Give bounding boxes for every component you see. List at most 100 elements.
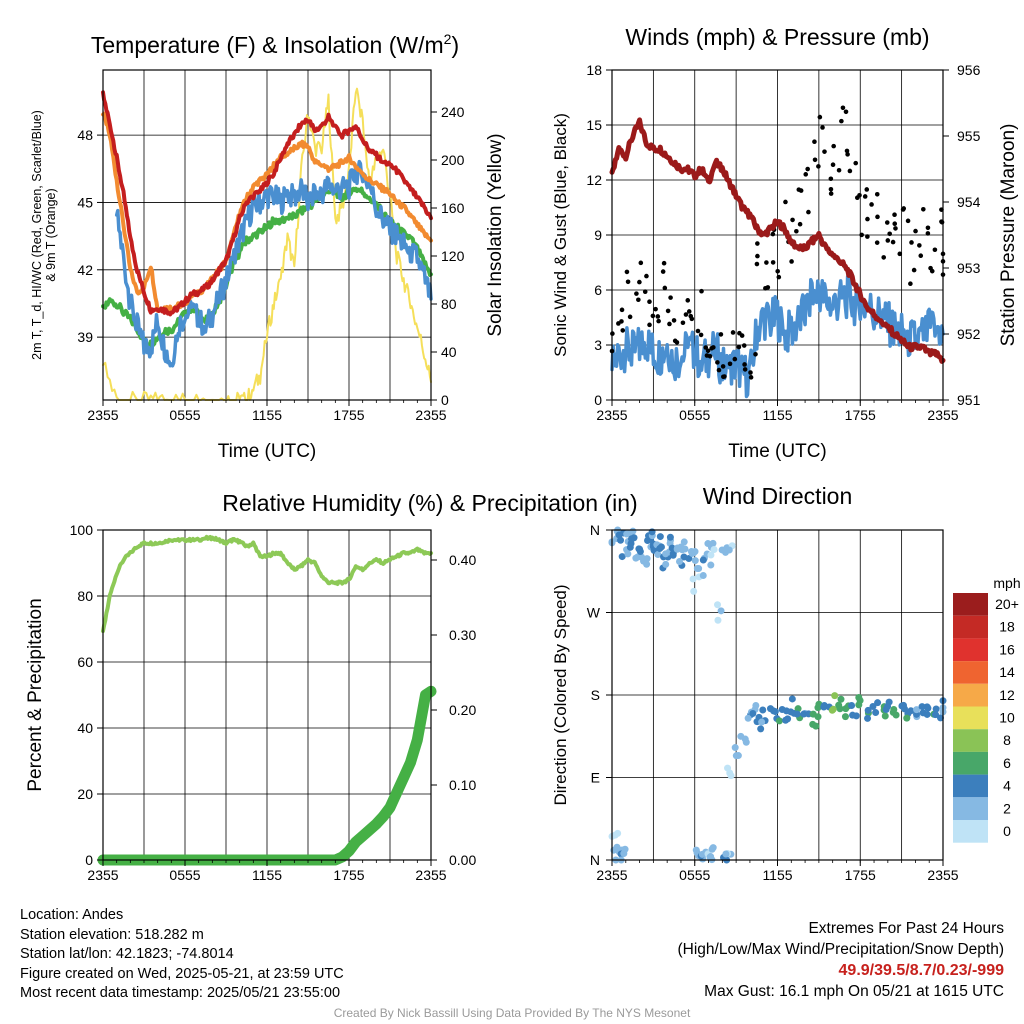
gust-point	[705, 348, 711, 354]
direction-point	[709, 539, 717, 547]
direction-point	[680, 538, 688, 546]
y2-tick-label: 0.20	[449, 702, 476, 718]
direction-point	[717, 607, 725, 615]
direction-point	[820, 701, 828, 709]
y2-axis-label-text: Solar Insolation (Yellow)	[485, 133, 506, 336]
direction-point	[725, 546, 733, 554]
gust-point	[770, 260, 776, 265]
gust-point	[741, 343, 747, 348]
direction-point	[752, 702, 760, 710]
direction-point	[749, 709, 757, 717]
chart-panel-2: 2355 0555 1155 1755 2355 Time (UTC) 0 3 6 9 12 15 18…	[551, 24, 1019, 462]
gust-point	[845, 152, 850, 157]
direction-point	[831, 692, 839, 700]
gust-point	[805, 166, 810, 172]
gust-point	[661, 260, 667, 266]
direction-point	[722, 850, 730, 858]
y2-tick-label: 0.30	[449, 627, 476, 643]
direction-point	[767, 705, 775, 713]
gust-point	[720, 364, 726, 369]
direction-point	[681, 545, 689, 553]
gust-point	[887, 231, 892, 237]
gust-point	[918, 253, 924, 259]
gust-point	[865, 234, 870, 239]
gust-point	[897, 251, 903, 257]
direction-point	[814, 704, 822, 712]
y2-axis-label: Station Pressure (Maroon)	[998, 124, 1019, 347]
direction-point	[814, 713, 822, 721]
gust-point	[828, 191, 834, 196]
gust-point	[653, 306, 658, 312]
direction-point	[691, 557, 699, 565]
gust-point	[627, 314, 633, 320]
gust-point	[828, 176, 834, 182]
direction-point	[931, 711, 939, 719]
gust-point	[775, 269, 780, 274]
y-axis-label: 2m T, T_d, HI/WC (Red, Green, Scarlet/Bl…	[30, 110, 58, 360]
colorbar-swatch	[953, 615, 988, 639]
gust-point	[703, 345, 709, 350]
colorbar-label: 12	[999, 687, 1015, 703]
gust-point	[668, 295, 673, 300]
direction-point	[731, 744, 739, 752]
max-gust: Max Gust: 16.1 mph On 05/21 at 1615 UTC	[704, 983, 1004, 1000]
direction-point	[744, 714, 752, 722]
direction-point	[775, 717, 783, 725]
gust-point	[634, 291, 639, 296]
y-tick-label: E	[591, 770, 600, 786]
gust-point	[656, 318, 661, 324]
gust-point	[763, 285, 768, 291]
y-tick-label: 60	[77, 654, 93, 670]
colorbar-swatch	[953, 661, 988, 684]
gust-point	[869, 202, 874, 207]
colorbar-label: 8	[1003, 732, 1011, 748]
y2-tick-label: 955	[957, 128, 981, 144]
x-tick-label: 2355	[87, 867, 118, 883]
wind-chill-line	[114, 159, 433, 368]
y-tick-label: 6	[594, 282, 602, 298]
y-tick-label: 40	[77, 720, 93, 736]
direction-point	[629, 527, 637, 535]
direction-point	[699, 572, 707, 580]
gust-point	[865, 216, 870, 222]
gust-point	[783, 199, 788, 205]
gust-point	[929, 268, 935, 274]
x-tick-label: 2355	[927, 407, 958, 423]
y-tick-label: 39	[77, 329, 93, 345]
chart-title: Wind Direction	[703, 483, 853, 509]
gust-point	[680, 320, 686, 326]
gust-point	[686, 309, 692, 314]
direction-point	[707, 853, 715, 861]
gust-point	[636, 297, 641, 303]
gust-point	[853, 160, 859, 166]
gust-point	[812, 139, 817, 145]
gust-point	[855, 195, 860, 201]
gust-point	[874, 240, 880, 245]
x-tick-label: 1755	[333, 407, 364, 423]
direction-point	[714, 616, 722, 624]
gust-point	[662, 285, 668, 291]
direction-point	[892, 711, 900, 719]
gust-point	[776, 274, 782, 280]
direction-point	[759, 706, 767, 714]
gust-point	[753, 352, 758, 357]
gust-point	[748, 375, 754, 380]
direction-point	[869, 702, 877, 710]
gust-point	[885, 238, 891, 243]
direction-point	[648, 528, 656, 536]
y-tick-label: 20	[77, 786, 93, 802]
colorbar-label: 4	[1003, 778, 1011, 794]
temperature-line	[101, 90, 433, 317]
direction-point	[788, 695, 796, 703]
colorbar-swatch	[953, 774, 988, 798]
y2-tick-label: 952	[957, 326, 981, 342]
colorbar-label: 14	[999, 664, 1015, 680]
gust-point	[736, 344, 742, 350]
direction-point	[835, 701, 843, 709]
gust-point	[718, 332, 724, 337]
gust-point	[695, 328, 701, 334]
direction-point	[864, 714, 872, 722]
direction-point	[714, 601, 722, 609]
direction-point	[704, 540, 712, 548]
